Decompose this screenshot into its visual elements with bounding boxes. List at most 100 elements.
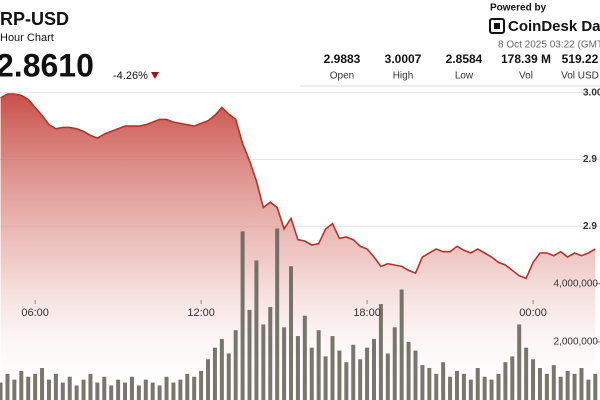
volume-bar	[503, 362, 508, 400]
volume-bar	[254, 260, 259, 400]
volume-bar	[392, 327, 397, 400]
volume-bar	[26, 376, 31, 400]
volume-bar	[247, 309, 252, 400]
stat-label: Open	[330, 71, 354, 82]
volume-bar	[33, 373, 38, 400]
volume-bar	[461, 373, 466, 400]
brand-name: CoinDesk Data	[508, 18, 600, 35]
volume-bar	[164, 376, 169, 400]
stat-value: 3.0007	[385, 52, 422, 66]
volume-bar	[40, 368, 45, 400]
brand-logo	[489, 18, 505, 34]
volume-bar	[565, 370, 570, 400]
brand-logo-mark	[494, 23, 500, 29]
volume-bar	[468, 379, 473, 400]
stat-label: Vol	[519, 71, 533, 82]
y-tick-label: 3.00	[583, 87, 600, 98]
volume-bar	[558, 376, 563, 400]
x-tick-label: 00:00	[519, 307, 547, 319]
current-price: 2.8610	[0, 47, 94, 83]
stat-label: Vol USD	[561, 71, 599, 82]
volume-bar	[289, 266, 294, 400]
volume-bar	[489, 379, 494, 400]
volume-bar	[323, 356, 328, 400]
volume-bar	[413, 350, 418, 400]
x-tick-label: 12:00	[187, 307, 215, 319]
y-tick-label: 2.9	[583, 221, 597, 232]
volume-bar	[454, 370, 459, 400]
volume-bar	[475, 368, 480, 400]
volume-bar	[365, 347, 370, 400]
volume-bar	[482, 376, 487, 400]
volume-bar	[586, 379, 591, 400]
volume-bar	[572, 373, 577, 400]
volume-bar	[517, 324, 522, 400]
volume-bar	[185, 373, 190, 400]
y2-tick-label: 4,000,000	[554, 278, 599, 289]
volume-bar	[136, 385, 141, 400]
timestamp: 8 Oct 2025 03:22 (GMT	[498, 40, 600, 51]
stat-label: High	[393, 71, 414, 82]
volume-bar	[233, 330, 238, 400]
volume-bar	[5, 373, 10, 400]
volume-bar	[531, 359, 536, 400]
volume-bar	[275, 228, 280, 400]
volume-bar	[109, 385, 114, 400]
volume-bar	[157, 385, 162, 400]
stat-value: 2.8584	[446, 52, 483, 66]
powered-by: Powered by	[490, 3, 547, 14]
volume-bar	[123, 382, 128, 400]
volume-bar	[406, 341, 411, 400]
volume-bar	[427, 368, 432, 400]
volume-bar	[351, 344, 356, 400]
volume-bar	[95, 382, 100, 400]
volume-bar	[448, 376, 453, 400]
volume-bar	[295, 336, 300, 400]
volume-bar	[60, 382, 65, 400]
volume-bar	[496, 373, 501, 400]
x-tick-label: 06:00	[21, 307, 49, 319]
volume-bar	[385, 353, 390, 400]
volume-bar	[226, 353, 231, 400]
volume-bar	[268, 306, 273, 400]
volume-bar	[337, 350, 342, 400]
price-area	[0, 94, 596, 400]
volume-bar	[282, 327, 287, 400]
volume-bar	[19, 370, 24, 400]
volume-bar	[309, 347, 314, 400]
stat-value: 519.22	[562, 52, 599, 66]
volume-bar	[212, 347, 217, 400]
volume-bar	[551, 365, 556, 400]
volume-bar	[420, 365, 425, 400]
volume-bar	[199, 370, 204, 400]
x-tick-label: 18:00	[353, 307, 381, 319]
volume-bar	[316, 330, 321, 400]
volume-bar	[330, 336, 335, 400]
volume-bar	[378, 304, 383, 400]
volume-bar	[524, 347, 529, 400]
down-arrow	[151, 72, 159, 79]
volume-bar	[344, 362, 349, 400]
volume-bar	[593, 373, 598, 400]
stat-value: 2.9883	[324, 52, 361, 66]
volume-bar	[371, 338, 376, 400]
volume-bar	[150, 382, 155, 400]
volume-bar	[399, 289, 404, 400]
volume-bar	[171, 382, 176, 400]
volume-bar	[116, 379, 121, 400]
plot-area	[0, 92, 600, 400]
y2-tick-label: 2,000,000	[554, 336, 599, 347]
volume-bar	[434, 373, 439, 400]
volume-bar	[88, 373, 93, 400]
price-line	[0, 93, 596, 280]
volume-bar	[46, 379, 51, 400]
volume-bar	[358, 359, 363, 400]
volume-bar	[219, 338, 224, 400]
volume-bar	[579, 368, 584, 400]
volume-bar	[102, 376, 107, 400]
volume-bar	[53, 373, 58, 400]
volume-bar	[537, 368, 542, 400]
volume-bar	[441, 362, 446, 400]
